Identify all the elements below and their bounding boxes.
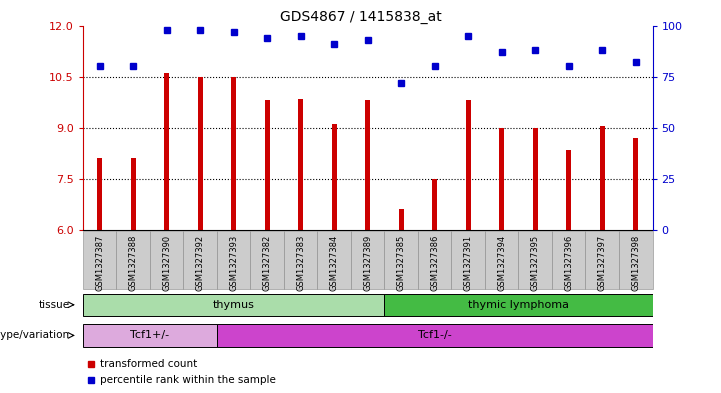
Bar [265, 101, 270, 230]
Text: GSM1327392: GSM1327392 [195, 235, 205, 291]
Bar [116, 231, 150, 289]
Text: GSM1327387: GSM1327387 [95, 235, 104, 291]
Text: thymus: thymus [213, 300, 255, 310]
Bar [198, 77, 203, 230]
Bar [485, 231, 518, 289]
Bar [619, 231, 653, 289]
Bar [384, 231, 418, 289]
Bar [150, 231, 183, 289]
Text: GSM1327397: GSM1327397 [598, 235, 607, 291]
Text: GSM1327395: GSM1327395 [531, 235, 540, 291]
Text: GSM1327385: GSM1327385 [397, 235, 406, 291]
Bar [585, 231, 619, 289]
Bar [552, 231, 585, 289]
Bar [164, 73, 169, 230]
Bar [298, 99, 304, 230]
Bar [217, 324, 653, 347]
Bar [131, 158, 136, 230]
Text: GSM1327384: GSM1327384 [329, 235, 339, 291]
Bar [250, 231, 284, 289]
Bar [399, 209, 404, 230]
Bar [332, 124, 337, 230]
Bar [566, 150, 571, 230]
Text: GSM1327396: GSM1327396 [565, 235, 573, 291]
Bar [217, 231, 250, 289]
Bar [366, 101, 370, 230]
Bar [83, 231, 116, 289]
Text: thymic lymphoma: thymic lymphoma [468, 300, 569, 310]
Text: Tcf1-/-: Tcf1-/- [418, 331, 451, 340]
Bar [317, 231, 351, 289]
Bar [600, 126, 605, 230]
Text: transformed count: transformed count [100, 358, 198, 369]
Bar [231, 77, 236, 230]
Text: GSM1327394: GSM1327394 [497, 235, 506, 291]
Text: GSM1327398: GSM1327398 [632, 235, 640, 291]
Bar [518, 231, 552, 289]
Bar [451, 231, 485, 289]
Bar [432, 179, 437, 230]
Bar [418, 231, 451, 289]
Text: GDS4867 / 1415838_at: GDS4867 / 1415838_at [280, 10, 441, 24]
Bar [633, 138, 638, 230]
Text: Tcf1+/-: Tcf1+/- [131, 331, 169, 340]
Bar [284, 231, 317, 289]
Text: genotype/variation: genotype/variation [0, 331, 70, 340]
Text: tissue: tissue [39, 300, 70, 310]
Bar [83, 324, 217, 347]
Bar [499, 128, 504, 230]
Bar [97, 158, 102, 230]
Text: GSM1327390: GSM1327390 [162, 235, 171, 291]
Bar [351, 231, 384, 289]
Text: GSM1327389: GSM1327389 [363, 235, 372, 291]
Text: GSM1327383: GSM1327383 [296, 235, 305, 291]
Bar [533, 128, 538, 230]
Text: percentile rank within the sample: percentile rank within the sample [100, 375, 276, 385]
Text: GSM1327393: GSM1327393 [229, 235, 238, 291]
Bar [183, 231, 217, 289]
Bar [83, 294, 384, 316]
Text: GSM1327386: GSM1327386 [430, 235, 439, 291]
Text: GSM1327382: GSM1327382 [262, 235, 272, 291]
Text: GSM1327388: GSM1327388 [128, 235, 138, 291]
Text: GSM1327391: GSM1327391 [464, 235, 473, 291]
Bar [466, 101, 471, 230]
Bar [384, 294, 653, 316]
